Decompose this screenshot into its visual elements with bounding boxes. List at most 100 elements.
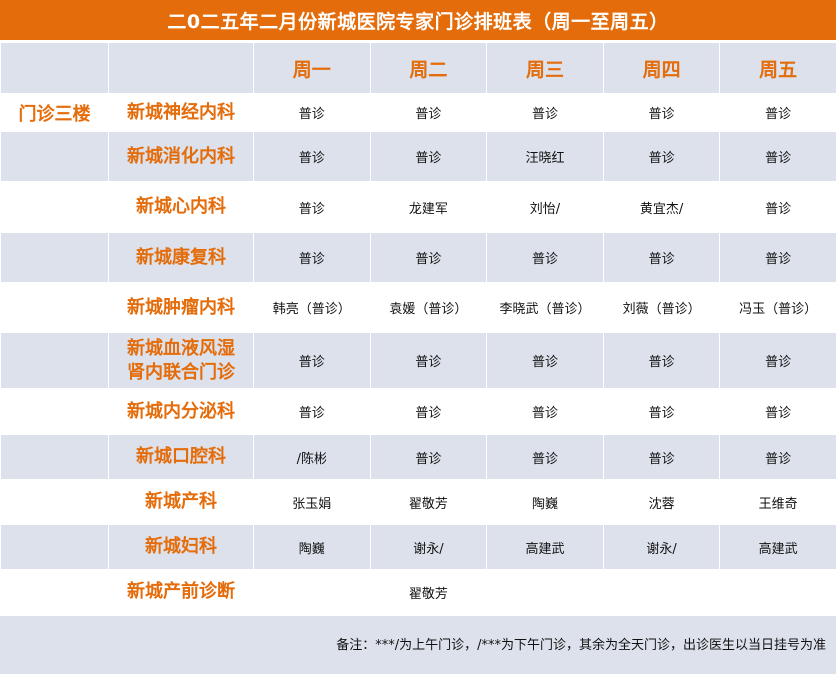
schedule-cell: 谢永/: [602, 524, 721, 570]
schedule-cell: 普诊: [719, 332, 836, 389]
footer-note: 备注：***/为上午门诊，/***为下午门诊，其余为全天门诊，出诊医生以当日挂号…: [336, 638, 826, 653]
day-header-thu: 周四: [602, 42, 721, 94]
schedule-cell: 普诊: [253, 93, 371, 132]
floor-cell: [0, 181, 109, 233]
schedule-cell: [486, 569, 604, 615]
schedule-cell: 袁媛（普诊）: [369, 282, 488, 333]
corner-cell-floor: [0, 42, 109, 94]
schedule-cell: 普诊: [602, 93, 721, 132]
department-cell: 新城神经内科: [108, 93, 254, 132]
schedule-cell: [719, 569, 836, 615]
schedule-cell: 普诊: [369, 93, 488, 132]
schedule-table: 周一 周二 周三 周四 周五 门诊三楼 新城神经内科 普诊 普诊 普诊 普诊 普诊 新城消化内…: [0, 42, 836, 615]
schedule-row: 新城产前诊断 翟敬芳: [0, 569, 836, 615]
schedule-cell: 张玉娟: [253, 479, 371, 525]
schedule-cell: 普诊: [719, 232, 836, 283]
schedule-cell: 龙建军: [369, 181, 488, 233]
schedule-cell: 普诊: [719, 434, 836, 480]
department-cell: 新城产前诊断: [108, 569, 254, 615]
corner-cell-dept: [108, 42, 254, 94]
schedule-cell: 普诊: [369, 232, 488, 283]
schedule-cell: 普诊: [486, 93, 604, 132]
floor-cell: [0, 524, 109, 570]
department-cell: 新城心内科: [108, 181, 254, 233]
schedule-cell: 普诊: [253, 181, 371, 233]
schedule-row: 新城心内科 普诊 龙建军 刘怡/黄宜杰/普诊: [0, 181, 836, 233]
department-cell: 新城产科: [108, 479, 254, 525]
schedule-cell: 高建武: [486, 524, 604, 570]
schedule-cell: 普诊: [486, 232, 604, 283]
schedule-cell: 普诊: [719, 131, 836, 182]
schedule-cell: 谢永/: [369, 524, 488, 570]
schedule-row: 新城康复科 普诊 普诊 普诊 普诊 普诊: [0, 232, 836, 283]
department-line: 肾内联合门诊: [127, 361, 235, 383]
schedule-row: 新城内分泌科 普诊 普诊 普诊 普诊 普诊: [0, 388, 836, 435]
floor-cell: [0, 479, 109, 525]
schedule-cell: 普诊: [369, 388, 488, 435]
schedule-cell: 翟敬芳: [369, 569, 488, 615]
schedule-cell: 普诊: [602, 232, 721, 283]
floor-cell: [0, 282, 109, 333]
floor-cell: [0, 131, 109, 182]
footer-bar: 备注：***/为上午门诊，/***为下午门诊，其余为全天门诊，出诊医生以当日挂号…: [0, 616, 836, 674]
schedule-row: 新城肿瘤内科 韩亮（普诊） 袁媛（普诊） 李晓武（普诊） 刘薇（普诊） 冯玉（普诊）: [0, 282, 836, 333]
schedule-cell: [253, 569, 371, 615]
schedule-cell: 陶巍: [253, 524, 371, 570]
schedule-row: 新城妇科 陶巍 谢永/高建武 谢永/高建武: [0, 524, 836, 570]
schedule-cell: 普诊: [719, 181, 836, 233]
schedule-row: 新城口腔科/陈彬 普诊 普诊 普诊 普诊: [0, 434, 836, 480]
schedule-cell: 汪晓红: [486, 131, 604, 182]
day-header-wed: 周三: [486, 42, 604, 94]
day-header-mon: 周一: [253, 42, 371, 94]
schedule-cell: 韩亮（普诊）: [253, 282, 371, 333]
schedule-title: 二0二五年二月份新城医院专家门诊排班表（周一至周五）: [0, 0, 836, 40]
schedule-cell: 普诊: [602, 131, 721, 182]
schedule-cell: 刘怡/: [486, 181, 604, 233]
day-header-tue: 周二: [369, 42, 488, 94]
schedule-cell: 刘薇（普诊）: [602, 282, 721, 333]
department-cell: 新城妇科: [108, 524, 254, 570]
schedule-cell: 普诊: [602, 332, 721, 389]
schedule-cell: 普诊: [486, 434, 604, 480]
schedule-cell: 普诊: [719, 388, 836, 435]
schedule-row: 门诊三楼 新城神经内科 普诊 普诊 普诊 普诊 普诊: [0, 93, 836, 132]
schedule-cell: 普诊: [369, 332, 488, 389]
schedule-cell: 普诊: [486, 388, 604, 435]
department-cell: 新城内分泌科: [108, 388, 254, 435]
schedule-body: 门诊三楼 新城神经内科 普诊 普诊 普诊 普诊 普诊 新城消化内科 普诊 普诊 汪晓红 普诊 普诊 新城心…: [0, 93, 836, 615]
schedule-cell: 普诊: [602, 434, 721, 480]
day-header-fri: 周五: [719, 42, 836, 94]
floor-cell: [0, 388, 109, 435]
schedule-cell: 普诊: [253, 388, 371, 435]
floor-cell: [0, 332, 109, 389]
schedule-cell: 翟敬芳: [369, 479, 488, 525]
floor-cell: 门诊三楼: [0, 93, 109, 132]
schedule-cell: /陈彬: [253, 434, 371, 480]
schedule-cell: 普诊: [253, 332, 371, 389]
schedule-cell: 王维奇: [719, 479, 836, 525]
department-line: 新城血液风湿: [127, 337, 235, 359]
header-row: 周一 周二 周三 周四 周五: [0, 42, 836, 94]
schedule-cell: 普诊: [719, 93, 836, 132]
department-cell: 新城血液风湿 肾内联合门诊: [108, 332, 254, 389]
department-cell: 新城肿瘤内科: [108, 282, 254, 333]
schedule-cell: 普诊: [369, 434, 488, 480]
schedule-cell: 普诊: [602, 388, 721, 435]
schedule-row: 新城消化内科 普诊 普诊 汪晓红 普诊 普诊: [0, 131, 836, 182]
department-cell: 新城康复科: [108, 232, 254, 283]
department-cell: 新城口腔科: [108, 434, 254, 480]
floor-cell: [0, 434, 109, 480]
schedule-cell: 高建武: [719, 524, 836, 570]
schedule-cell: 李晓武（普诊）: [486, 282, 604, 333]
schedule-cell: 冯玉（普诊）: [719, 282, 836, 333]
schedule-row: 新城血液风湿 肾内联合门诊 普诊 普诊 普诊 普诊 普诊: [0, 332, 836, 389]
schedule-cell: 普诊: [253, 232, 371, 283]
schedule-cell: 沈蓉: [602, 479, 721, 525]
schedule-cell: 普诊: [253, 131, 371, 182]
schedule-row: 新城产科 张玉娟 翟敬芳 陶巍 沈蓉 王维奇: [0, 479, 836, 525]
schedule-cell: [602, 569, 721, 615]
schedule-cell: 陶巍: [486, 479, 604, 525]
schedule-cell: 普诊: [486, 332, 604, 389]
schedule-cell: 普诊: [369, 131, 488, 182]
